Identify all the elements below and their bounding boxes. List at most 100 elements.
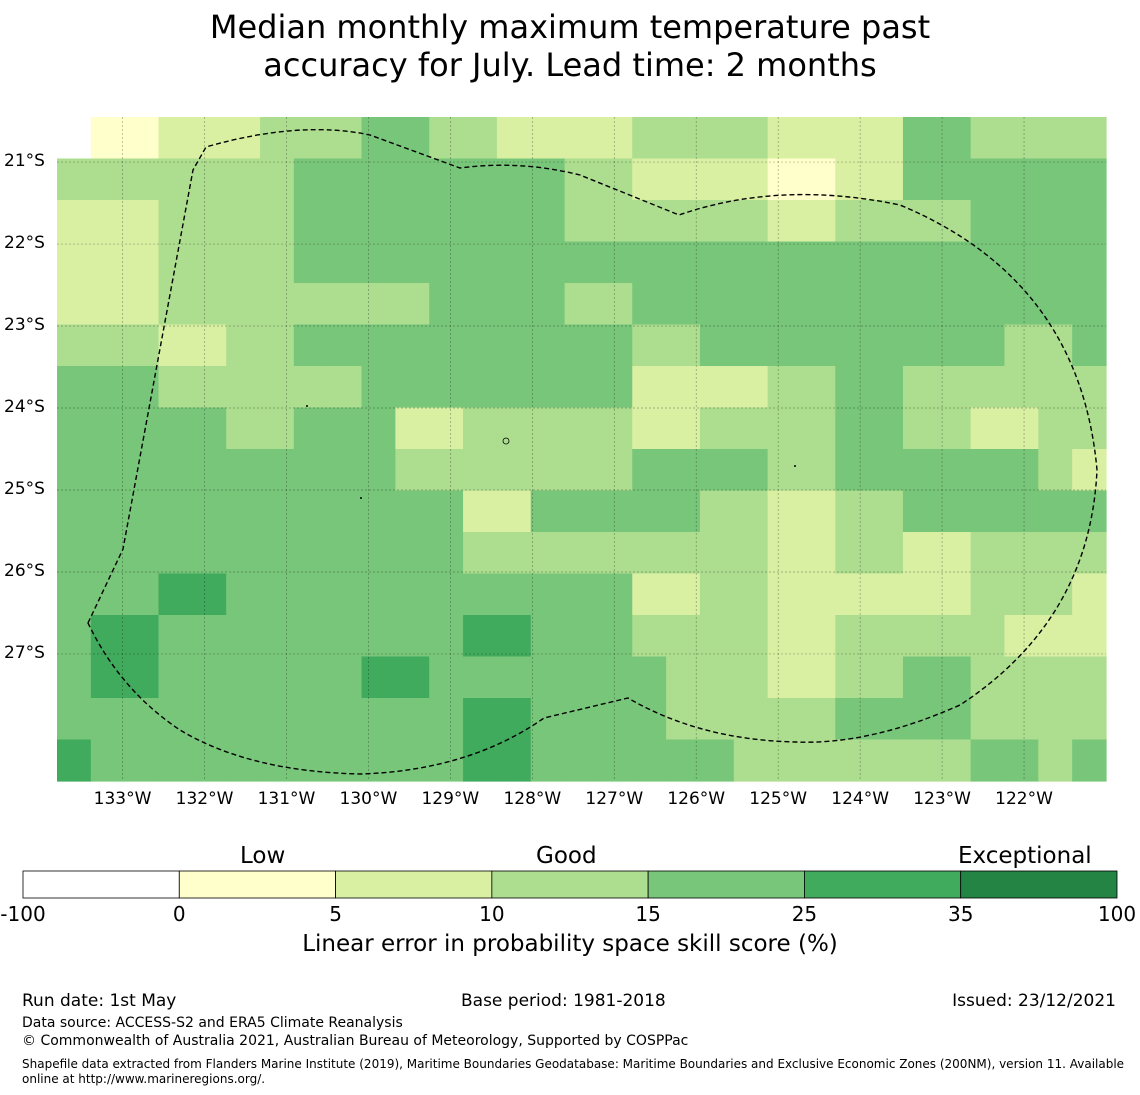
grid-cell [463, 117, 498, 160]
grid-cell [395, 615, 430, 658]
grid-cell [361, 698, 396, 741]
grid-cell [970, 158, 1006, 201]
grid-cell [293, 698, 329, 741]
grid-cell [767, 573, 803, 616]
grid-cell [564, 449, 600, 492]
grid-cell [293, 200, 329, 243]
base-period: Base period: 1981-2018 [461, 991, 666, 1011]
skill-grid [57, 117, 1107, 782]
grid-cell [970, 200, 1006, 243]
grid-cell [226, 656, 261, 699]
grid-cell [57, 324, 92, 367]
grid-cell [869, 739, 904, 782]
grid-cell [835, 698, 870, 741]
grid-cell [395, 324, 430, 367]
grid-cell [90, 407, 126, 450]
grid-cell [598, 532, 633, 575]
grid-cell [699, 532, 735, 575]
island-marker [502, 437, 510, 445]
grid-cell [801, 117, 836, 160]
grid-cell [260, 366, 295, 409]
grid-cell [192, 283, 227, 326]
grid-cell [869, 407, 904, 450]
grid-cell [1004, 532, 1039, 575]
longitude-tick-label: 123°W [913, 789, 971, 809]
grid-cell [1004, 573, 1039, 616]
grid-cell [124, 490, 160, 533]
grid-cell [869, 615, 904, 658]
grid-cell [124, 283, 160, 326]
grid-cell [801, 615, 836, 658]
longitude-tick-label: 130°W [339, 789, 398, 809]
grid-cell [530, 615, 566, 658]
grid-cell [1004, 117, 1039, 160]
grid-cell [226, 615, 261, 658]
grid-cell [1072, 283, 1107, 326]
grid-cell [835, 449, 870, 492]
title-line-2: accuracy for July. Lead time: 2 months [263, 46, 877, 84]
grid-cell [801, 739, 836, 782]
grid-cell [970, 532, 1006, 575]
copyright: © Commonwealth of Australia 2021, Austra… [22, 1033, 689, 1049]
grid-cell [395, 366, 430, 409]
colorbar-tick-label: 25 [791, 902, 818, 926]
grid-cell [632, 324, 667, 367]
grid-cell [327, 573, 363, 616]
grid-cell [1004, 366, 1039, 409]
grid-cell [598, 656, 633, 699]
grid-cell [327, 200, 363, 243]
colorbar-tick-label: 15 [635, 902, 661, 926]
grid-cell [869, 573, 904, 616]
grid-cell [327, 117, 363, 160]
grid-cell [902, 739, 938, 782]
grid-cell [733, 241, 769, 284]
grid-cell [260, 532, 295, 575]
grid-cell [158, 449, 193, 492]
grid-cell [564, 117, 600, 160]
grid-cell [699, 407, 735, 450]
grid-cell [530, 241, 566, 284]
grid-cell [496, 117, 532, 160]
grid-cell [57, 200, 92, 243]
grid-cell [1004, 656, 1039, 699]
grid-cell [327, 739, 363, 782]
grid-cell [1004, 739, 1039, 782]
latitude-tick-label: 23°S [4, 315, 45, 336]
grid-cell [90, 241, 126, 284]
grid-cell [1038, 200, 1073, 243]
grid-cell [767, 407, 803, 450]
grid-cell [1004, 200, 1039, 243]
grid-cell [598, 449, 633, 492]
grid-cell [699, 117, 735, 160]
colorbar [22, 870, 1118, 899]
grid-cell [970, 241, 1006, 284]
grid-cell [902, 117, 938, 160]
colorbar-segment [335, 870, 493, 899]
grid-cell [530, 158, 566, 201]
longitude-tick-label: 125°W [749, 789, 808, 809]
grid-cell [124, 698, 160, 741]
grid-cell [767, 324, 803, 367]
grid-cell [666, 449, 701, 492]
grid-cell [57, 158, 92, 201]
colorbar-segment [491, 870, 649, 899]
grid-cell [158, 283, 193, 326]
grid-cell [1038, 241, 1073, 284]
grid-cell [632, 241, 667, 284]
grid-cell [666, 241, 701, 284]
title-line-1: Median monthly maximum temperature past [209, 8, 931, 46]
grid-cell [90, 573, 126, 616]
grid-cell [429, 407, 464, 450]
grid-cell [1004, 698, 1039, 741]
grid-cell [699, 615, 735, 658]
grid-cell [429, 490, 464, 533]
grid-cell [598, 283, 633, 326]
grid-cell [1038, 449, 1073, 492]
grid-cell [1038, 656, 1073, 699]
grid-cell [902, 283, 938, 326]
grid-cell [1072, 532, 1107, 575]
grid-cell [158, 490, 193, 533]
grid-cell [192, 573, 227, 616]
grid-cell [564, 532, 600, 575]
grid-cell [226, 283, 261, 326]
